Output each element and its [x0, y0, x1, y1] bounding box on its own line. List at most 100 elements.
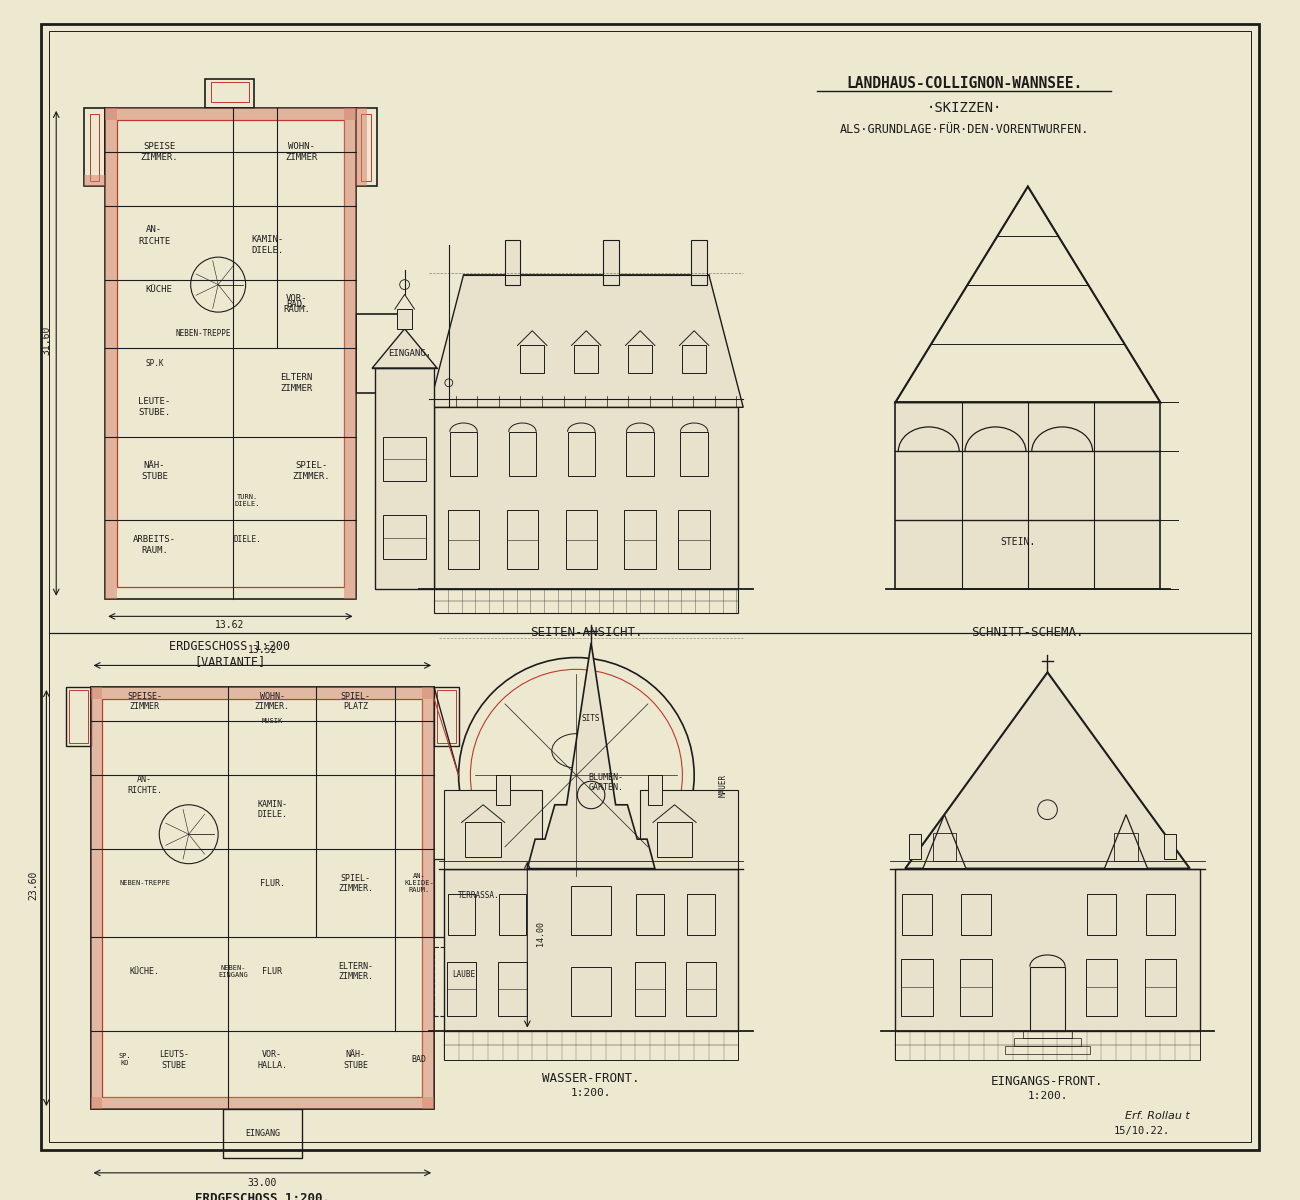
Bar: [434, 589, 738, 613]
Bar: [909, 834, 920, 859]
Bar: [961, 894, 991, 935]
Bar: [69, 690, 87, 743]
Bar: [1005, 1046, 1089, 1054]
Text: EINGANG: EINGANG: [244, 1129, 280, 1138]
Bar: [376, 368, 434, 589]
Text: ELTERN
ZIMMER: ELTERN ZIMMER: [281, 373, 313, 392]
Bar: [932, 833, 957, 860]
Polygon shape: [528, 643, 655, 869]
Text: 31.60: 31.60: [42, 326, 52, 355]
Bar: [212, 83, 248, 102]
Text: SPIEL-
ZIMMER.: SPIEL- ZIMMER.: [292, 461, 330, 481]
Text: SPEISE
ZIMMER.: SPEISE ZIMMER.: [140, 142, 178, 162]
Bar: [624, 510, 656, 569]
Bar: [396, 310, 412, 329]
Bar: [680, 432, 708, 476]
Text: ARBEITS-
RAUM.: ARBEITS- RAUM.: [133, 535, 176, 554]
Bar: [434, 859, 523, 937]
Bar: [508, 432, 536, 476]
Bar: [679, 510, 710, 569]
Text: KÜCHE.: KÜCHE.: [130, 967, 160, 976]
Bar: [361, 114, 372, 180]
Text: EINGANGS-FRONT.: EINGANGS-FRONT.: [991, 1074, 1104, 1087]
Bar: [1145, 894, 1175, 935]
Bar: [422, 688, 434, 1109]
Bar: [343, 108, 356, 599]
Text: SP.
KO: SP. KO: [118, 1054, 131, 1067]
Bar: [447, 962, 476, 1016]
Text: TURN.
DIELE.: TURN. DIELE.: [235, 493, 260, 508]
Polygon shape: [923, 815, 966, 869]
Text: ERDGESCHOSS 1:200: ERDGESCHOSS 1:200: [169, 640, 290, 653]
Bar: [91, 688, 103, 1109]
Text: ALS·GRUNDLAGE·FÜR·DEN·VORENTWURFEN.: ALS·GRUNDLAGE·FÜR·DEN·VORENTWURFEN.: [840, 124, 1089, 136]
Bar: [647, 775, 662, 805]
Text: [VARIANTE]: [VARIANTE]: [194, 655, 265, 668]
Bar: [640, 790, 738, 869]
Text: BAD.: BAD.: [286, 300, 307, 308]
Text: SPIEL-
PLATZ: SPIEL- PLATZ: [341, 692, 370, 712]
Bar: [205, 78, 255, 108]
Bar: [507, 510, 538, 569]
Text: SP.K: SP.K: [146, 359, 164, 367]
Text: SPEISE-
ZIMMER: SPEISE- ZIMMER: [127, 692, 162, 712]
Bar: [628, 346, 653, 373]
Bar: [636, 894, 664, 935]
Bar: [896, 402, 1161, 589]
Bar: [356, 314, 404, 392]
Bar: [572, 967, 611, 1016]
Bar: [434, 947, 493, 1016]
Polygon shape: [905, 672, 1190, 869]
Text: VOR-
HALLA.: VOR- HALLA.: [257, 1050, 287, 1069]
Text: KAMIN-
DIELE.: KAMIN- DIELE.: [251, 235, 283, 256]
Polygon shape: [429, 275, 744, 407]
Bar: [568, 432, 595, 476]
Text: 15/10.22.: 15/10.22.: [1114, 1126, 1170, 1135]
Bar: [572, 887, 611, 935]
Bar: [896, 869, 1200, 1031]
Text: NEBEN-
EINGANG: NEBEN- EINGANG: [218, 965, 248, 978]
Bar: [443, 869, 738, 1031]
Text: LANDHAUS-COLLIGNON-WANNSEE.: LANDHAUS-COLLIGNON-WANNSEE.: [846, 76, 1082, 91]
Bar: [384, 437, 426, 481]
Bar: [105, 108, 356, 599]
Bar: [105, 108, 356, 120]
Bar: [499, 894, 526, 935]
Bar: [103, 698, 422, 1097]
Text: 1:200.: 1:200.: [1027, 1091, 1067, 1102]
Bar: [566, 510, 597, 569]
Bar: [901, 959, 932, 1016]
Text: LEUTS-
STUBE: LEUTS- STUBE: [159, 1050, 188, 1069]
Text: VOR-
RAUM.: VOR- RAUM.: [283, 294, 311, 314]
Text: WOHN-
ZIMMER.: WOHN- ZIMMER.: [255, 692, 290, 712]
Bar: [1114, 833, 1138, 860]
Bar: [498, 962, 528, 1016]
Bar: [447, 894, 476, 935]
Bar: [356, 108, 377, 186]
Text: WOHN-
ZIMMER: WOHN- ZIMMER: [286, 142, 317, 162]
Bar: [356, 108, 368, 186]
Bar: [443, 790, 542, 869]
Bar: [83, 108, 105, 186]
Text: AN-
RICHTE.: AN- RICHTE.: [127, 775, 162, 794]
Text: SCHNITT-SCHEMA.: SCHNITT-SCHEMA.: [971, 626, 1084, 638]
Bar: [1086, 959, 1117, 1016]
Bar: [105, 108, 117, 599]
Text: FLUR: FLUR: [263, 967, 282, 976]
Text: 14.00: 14.00: [536, 922, 545, 946]
Bar: [1145, 959, 1176, 1016]
Text: BAD: BAD: [412, 1056, 426, 1064]
Bar: [91, 688, 434, 1109]
Bar: [520, 346, 543, 373]
Bar: [90, 114, 99, 180]
Text: TERRASSA.: TERRASSA.: [458, 892, 499, 900]
Bar: [692, 240, 707, 284]
Bar: [465, 822, 500, 857]
Polygon shape: [1105, 815, 1148, 869]
Text: 13.62: 13.62: [216, 620, 244, 630]
Bar: [384, 515, 426, 559]
Bar: [688, 894, 715, 935]
Bar: [1023, 1031, 1072, 1038]
Text: SPIEL-
ZIMMER.: SPIEL- ZIMMER.: [338, 874, 373, 893]
Text: ELTERN-
ZIMMER.: ELTERN- ZIMMER.: [338, 962, 373, 982]
